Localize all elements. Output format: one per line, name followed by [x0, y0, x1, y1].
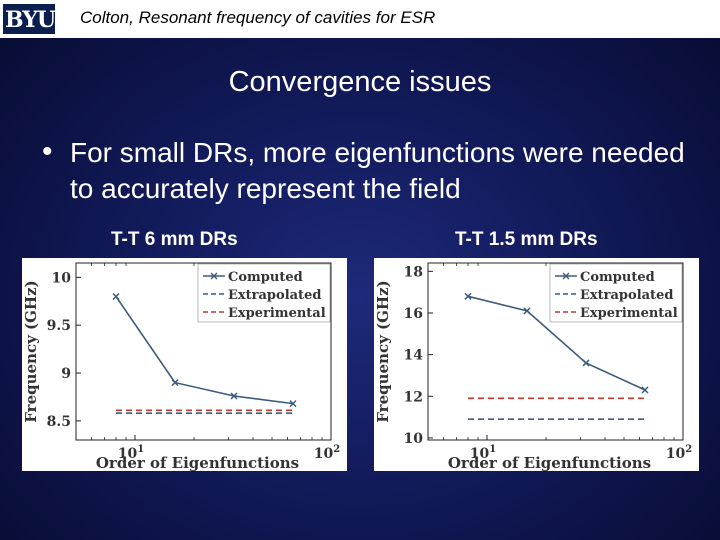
data-point-marker: [171, 379, 179, 387]
x-tick-label: 101: [118, 444, 144, 462]
y-tick-label: 10: [52, 270, 72, 286]
data-point-marker: [230, 392, 238, 400]
plot-frame: [75, 262, 332, 441]
legend-marker: [210, 272, 218, 280]
data-point-marker: [641, 386, 649, 394]
plot-frame: [427, 262, 684, 441]
y-tick-label: 14: [404, 348, 424, 364]
y-tick-label: 12: [404, 389, 423, 405]
data-point-marker: [112, 292, 120, 301]
x-axis-label: Order of Eigenfunctions: [448, 454, 651, 471]
y-tick-label: 16: [404, 306, 423, 322]
slide-title: Convergence issues: [228, 66, 492, 98]
series-line-computed: [467, 295, 646, 391]
y-axis-label: Frequency (GHz): [374, 280, 392, 422]
legend-label: Extrapolated: [580, 288, 673, 303]
y-tick-label: 9: [61, 366, 71, 382]
x-tick-label: 102: [666, 444, 692, 462]
chart-title-6mm: T-T 6 mm DRs: [111, 229, 238, 250]
slide-header: BYU Colton, Resonant frequency of caviti…: [0, 0, 720, 38]
series-line-computed: [115, 296, 294, 405]
y-tick-label: 9.5: [47, 318, 71, 334]
legend-label: Computed: [580, 270, 655, 285]
legend-label: Experimental: [580, 306, 678, 321]
chart-title-1-5mm: T-T 1.5 mm DRs: [455, 229, 598, 250]
y-tick-label: 8.5: [47, 414, 71, 430]
legend-marker: [562, 272, 570, 280]
byu-logo: BYU: [3, 4, 56, 34]
header-title: Colton, Resonant frequency of cavities f…: [80, 8, 436, 27]
x-tick-label: 101: [470, 444, 496, 462]
y-tick-label: 10: [404, 431, 424, 447]
legend-label: Computed: [228, 270, 303, 285]
data-point-marker: [582, 359, 590, 367]
legend-label: Experimental: [228, 306, 326, 321]
y-axis-label: Frequency (GHz): [22, 280, 40, 422]
chart-1-5mm: 10 12 14 16 18 101 102 Order of Eigenfunctions F…: [374, 258, 699, 471]
x-tick-label: 102: [314, 444, 340, 462]
bullet-dot-icon: •: [42, 135, 53, 168]
data-point-marker: [464, 292, 472, 300]
legend-label: Extrapolated: [228, 288, 321, 303]
bullet-text: For small DRs, more eigenfunctions were …: [70, 137, 685, 204]
x-axis-label: Order of Eigenfunctions: [96, 454, 299, 471]
chart-6mm: 8.5 9 9.5 10 101 102 Order of Eigenfunctions Fr…: [22, 258, 347, 471]
data-point-marker: [523, 307, 531, 315]
y-tick-label: 18: [404, 264, 423, 280]
data-point-marker: [289, 400, 297, 408]
